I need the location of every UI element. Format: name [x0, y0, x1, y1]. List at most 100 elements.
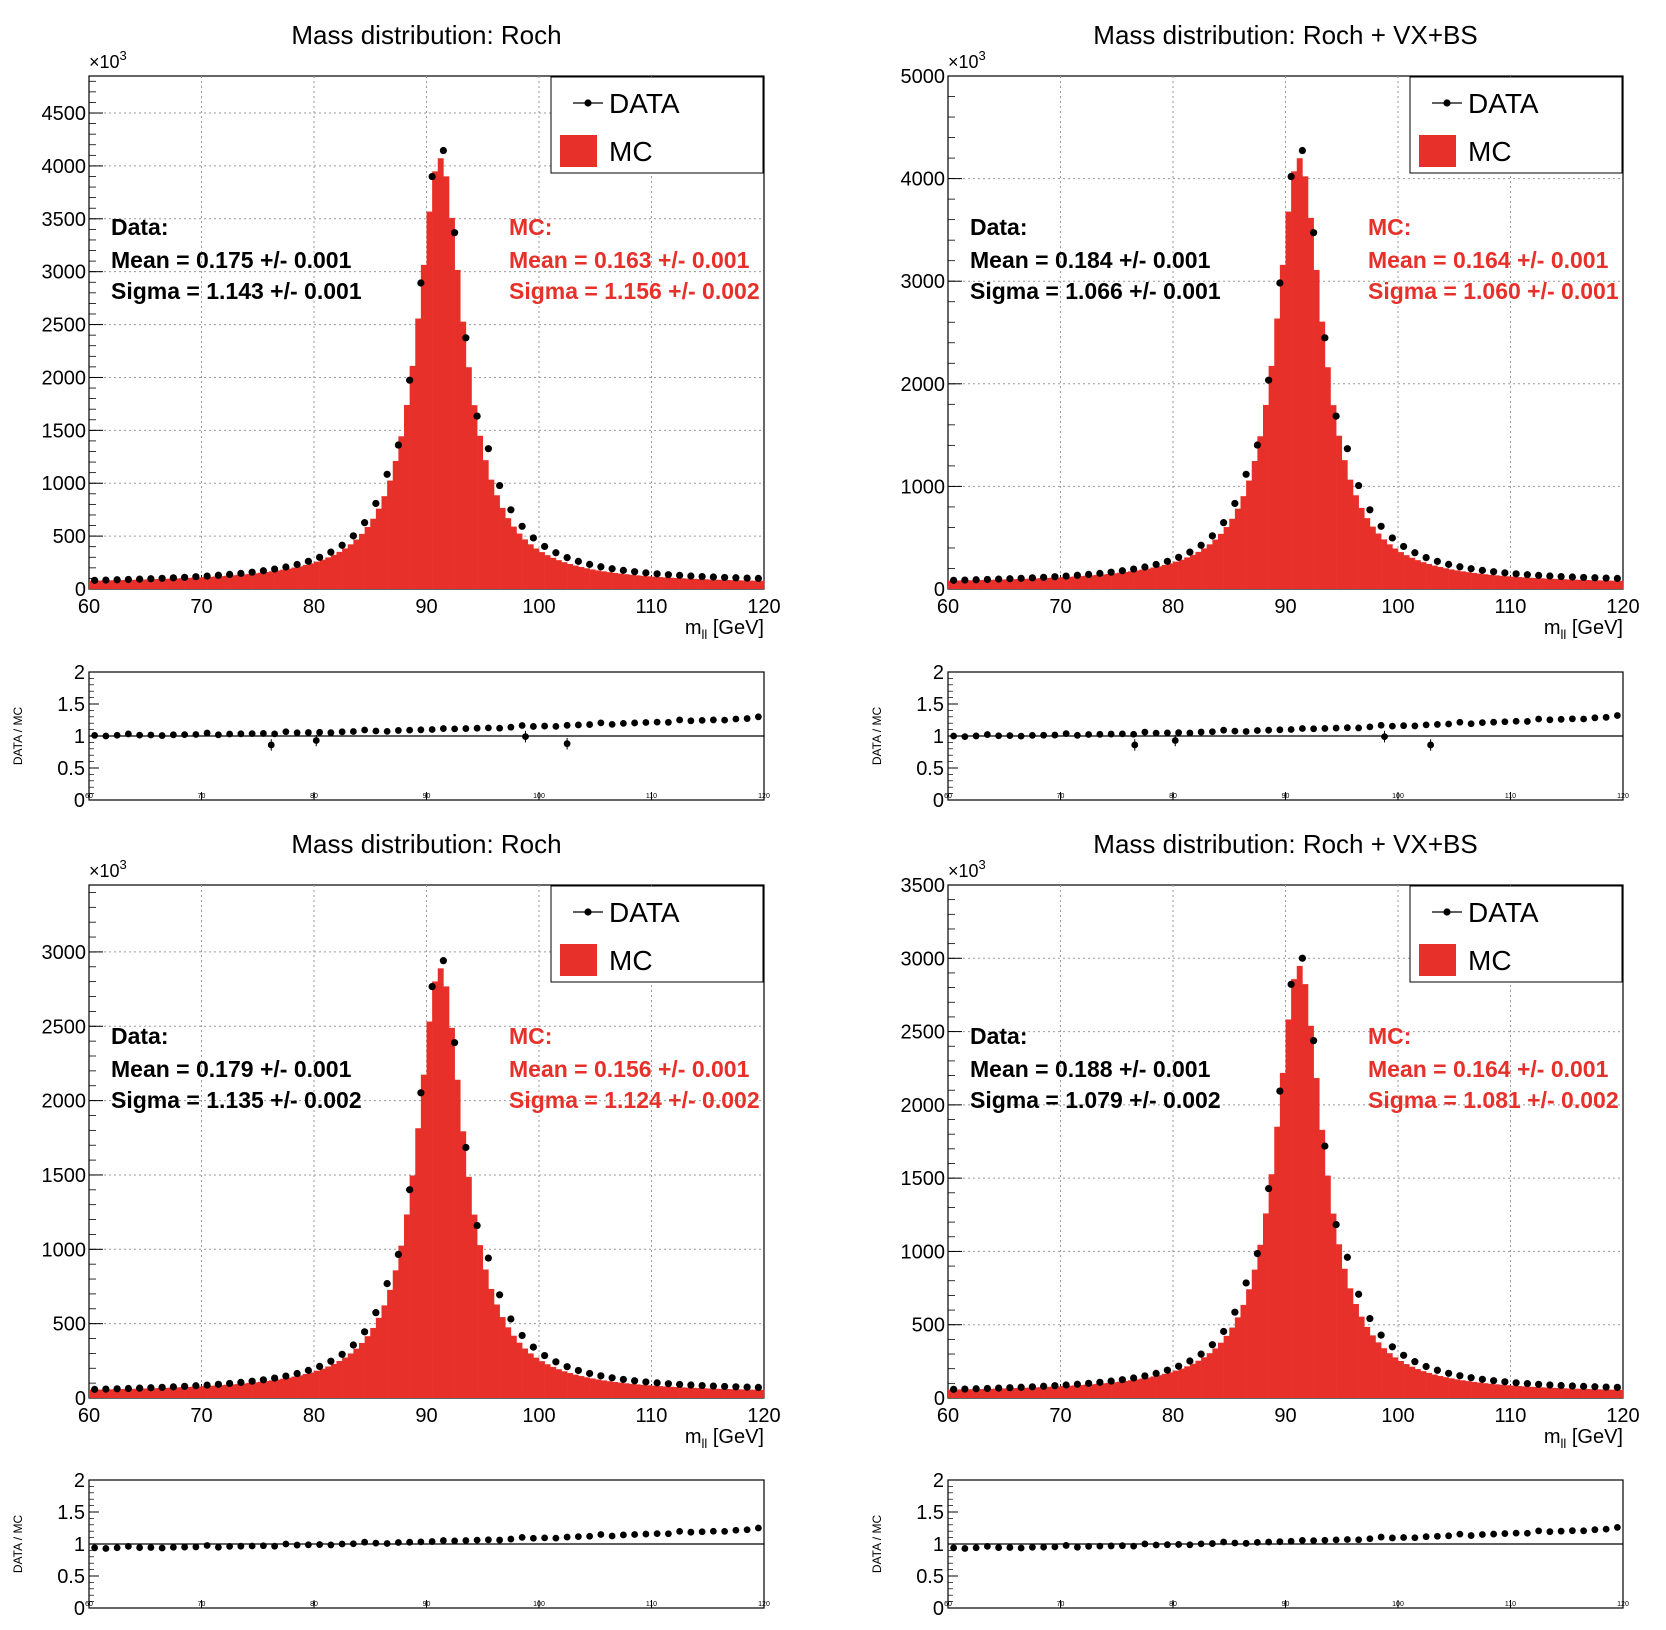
ratio-point [124, 1543, 132, 1550]
mc-bar [561, 562, 568, 589]
data-point [541, 1351, 549, 1360]
mc-bar [1094, 1383, 1101, 1398]
mc-bar [353, 539, 360, 589]
data-points [91, 146, 762, 584]
mc-bar [353, 1348, 360, 1398]
ratio-point [1557, 715, 1565, 723]
mc-bar [494, 495, 500, 589]
mc-bar [544, 555, 551, 589]
ratio-point [1377, 1533, 1385, 1541]
x-tick-label: 110 [636, 596, 668, 618]
mc-bar [707, 1388, 714, 1398]
data-point [1062, 1381, 1070, 1389]
y-tick-label: 2000 [901, 1095, 946, 1117]
mc-bar [89, 580, 95, 589]
mc-bar [1099, 1383, 1106, 1398]
ratio-point [214, 731, 222, 739]
data-point [1253, 441, 1261, 449]
data-point [304, 1366, 312, 1374]
mc-bar [218, 1385, 225, 1398]
y-tick-label: 5000 [901, 66, 946, 88]
data-point [961, 1385, 969, 1393]
data-point [1366, 1314, 1374, 1323]
data-point [271, 1374, 279, 1382]
mc-bar [499, 1317, 506, 1398]
y-exponent-label: ×103 [89, 857, 127, 881]
mc-bar [953, 580, 960, 589]
x-axis-label-unit: [GeV] [707, 1426, 764, 1448]
data-point [653, 1379, 661, 1387]
data-point [1377, 1331, 1385, 1339]
mc-bar [420, 1074, 427, 1398]
y-tick-label: 3500 [42, 209, 87, 231]
data-point [1422, 553, 1430, 562]
data-point [1107, 1377, 1115, 1385]
ratio-point [226, 730, 234, 738]
data-point [983, 1384, 991, 1393]
ratio-point [1343, 1536, 1351, 1543]
ratio-point [1242, 728, 1250, 735]
data-point [1220, 1327, 1228, 1336]
ratio-point [1197, 1540, 1205, 1548]
data-point [406, 1186, 414, 1194]
data-point [169, 574, 177, 582]
data-point [1040, 1382, 1048, 1390]
mc-bar [707, 579, 714, 589]
mc-bar [111, 580, 118, 589]
legend: DATA MC [1409, 885, 1623, 983]
x-axis-label-main: m [685, 617, 702, 639]
mc-bar [1336, 1244, 1343, 1398]
x-axis-label: mll [GeV] [1544, 1426, 1623, 1451]
legend: DATA MC [550, 885, 764, 983]
mc-bar [1583, 1388, 1590, 1398]
data-point [1343, 445, 1351, 453]
ratio-point [113, 731, 121, 739]
ratio-point [1580, 715, 1588, 723]
data-point [676, 571, 684, 579]
mc-bar [1195, 1360, 1202, 1398]
ratio-point [327, 729, 335, 737]
mc-bar [285, 1377, 292, 1398]
x-axis-label-main: m [1544, 1426, 1561, 1448]
data-point [428, 172, 436, 181]
mc-stats-header: MC: [509, 1023, 552, 1049]
data-point [1186, 548, 1194, 556]
mc-bar [1043, 1386, 1050, 1398]
y-tick-label: 0 [934, 1388, 945, 1410]
mc-bar [959, 1389, 966, 1398]
legend-mc-label: MC [1468, 945, 1512, 976]
mc-bar [94, 1389, 101, 1398]
data-point [1535, 571, 1543, 579]
y-tick-label: 4000 [901, 169, 946, 191]
data-point [1613, 1383, 1621, 1391]
mc-bar [1116, 1381, 1123, 1398]
mc-bar [1606, 580, 1613, 589]
mc-stats-header: MC: [1368, 1023, 1411, 1049]
data-point [484, 1254, 492, 1262]
data-point [1242, 470, 1250, 478]
mc-bar [578, 1376, 585, 1398]
mc-bar [1308, 1025, 1314, 1398]
data-point [113, 1385, 121, 1393]
data-point [664, 1380, 672, 1388]
ratio-point [995, 1544, 1003, 1551]
data-stats-mean: Mean = 0.188 +/- 0.001 [970, 1056, 1211, 1082]
mc-bar [156, 1388, 163, 1398]
mc-bar [1279, 264, 1286, 589]
mc-bar [150, 1388, 157, 1398]
ratio-point [1141, 1540, 1149, 1548]
mc-bar [741, 1389, 748, 1398]
ratio-point [1107, 1542, 1115, 1550]
legend-data-label: DATA [1468, 897, 1539, 928]
y-exponent-power: 3 [120, 48, 127, 63]
mc-bar [139, 1388, 146, 1398]
data-point [1580, 1382, 1588, 1390]
ratio-point [361, 1538, 369, 1546]
mc-bar [1578, 1388, 1584, 1398]
legend-data-marker [1443, 908, 1451, 916]
mc-bar [494, 1304, 500, 1398]
ratio-point [1501, 1530, 1509, 1537]
mc-bar [1403, 555, 1410, 589]
x-tick-label: 60 [78, 1405, 100, 1427]
mc-bar [437, 968, 444, 1398]
